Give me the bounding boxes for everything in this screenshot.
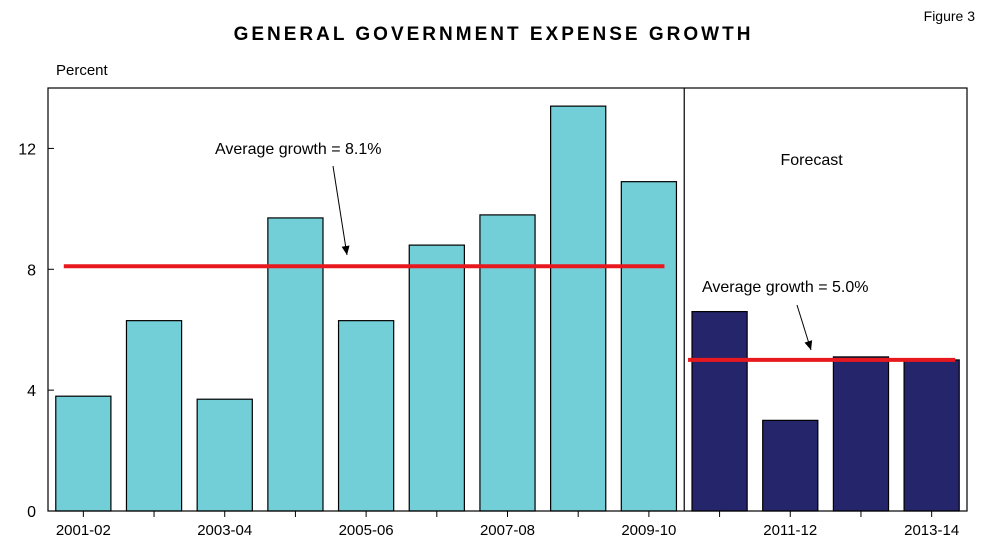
y-tick-label-8: 8 <box>27 262 36 279</box>
average-lines-layer <box>63 165 956 362</box>
y-tick-label-4: 4 <box>27 383 36 400</box>
bar-2008-09 <box>550 105 607 512</box>
bar-2006-07 <box>408 244 465 512</box>
bar-2002-03 <box>125 320 183 512</box>
x-tick-label-2003-04: 2003-04 <box>197 522 252 539</box>
bar-2005-06 <box>337 320 395 512</box>
average-label-2: Average growth = 5.0% <box>702 279 868 296</box>
x-tick-label-2011-12: 2011-12 <box>763 522 817 539</box>
x-tick-label-2007-08: 2007-08 <box>480 522 535 539</box>
bar-2003-04 <box>196 398 253 512</box>
bar-2013-14 <box>903 359 960 512</box>
bar-2007-08 <box>479 214 536 512</box>
x-tick-label-2005-06: 2005-06 <box>339 522 394 539</box>
y-tick-label-0: 0 <box>27 504 36 521</box>
average-label-1: Average growth = 8.1% <box>215 141 381 158</box>
bar-2001-02 <box>55 395 112 512</box>
bar-2010-11 <box>691 310 748 512</box>
bar-2009-10 <box>620 181 678 512</box>
y-tick-label-12: 12 <box>18 141 36 158</box>
y-axis-label: Percent <box>56 62 108 79</box>
forecast-label: Forecast <box>780 152 843 169</box>
x-tick-label-2009-10: 2009-10 <box>621 522 676 539</box>
bar-2012-13 <box>832 356 890 512</box>
x-tick-label-2001-02: 2001-02 <box>56 522 111 539</box>
x-tick-label-2013-14: 2013-14 <box>904 522 959 539</box>
chart-title: GENERAL GOVERNMENT EXPENSE GROWTH <box>233 24 754 45</box>
bar-2004-05 <box>267 217 324 512</box>
figure-label: Figure 3 <box>923 8 975 24</box>
bars-layer <box>55 105 960 512</box>
average-arrow-head-1 <box>341 245 350 255</box>
bar-2011-12 <box>762 419 819 512</box>
axes-layer <box>47 87 968 517</box>
average-arrow-head-2 <box>804 340 813 350</box>
labels-layer: 0 4 8 12 2001-02 2003-04 2005-06 2007-08 2009-10… <box>18 141 959 539</box>
average-arrow-shaft-1 <box>332 165 348 256</box>
